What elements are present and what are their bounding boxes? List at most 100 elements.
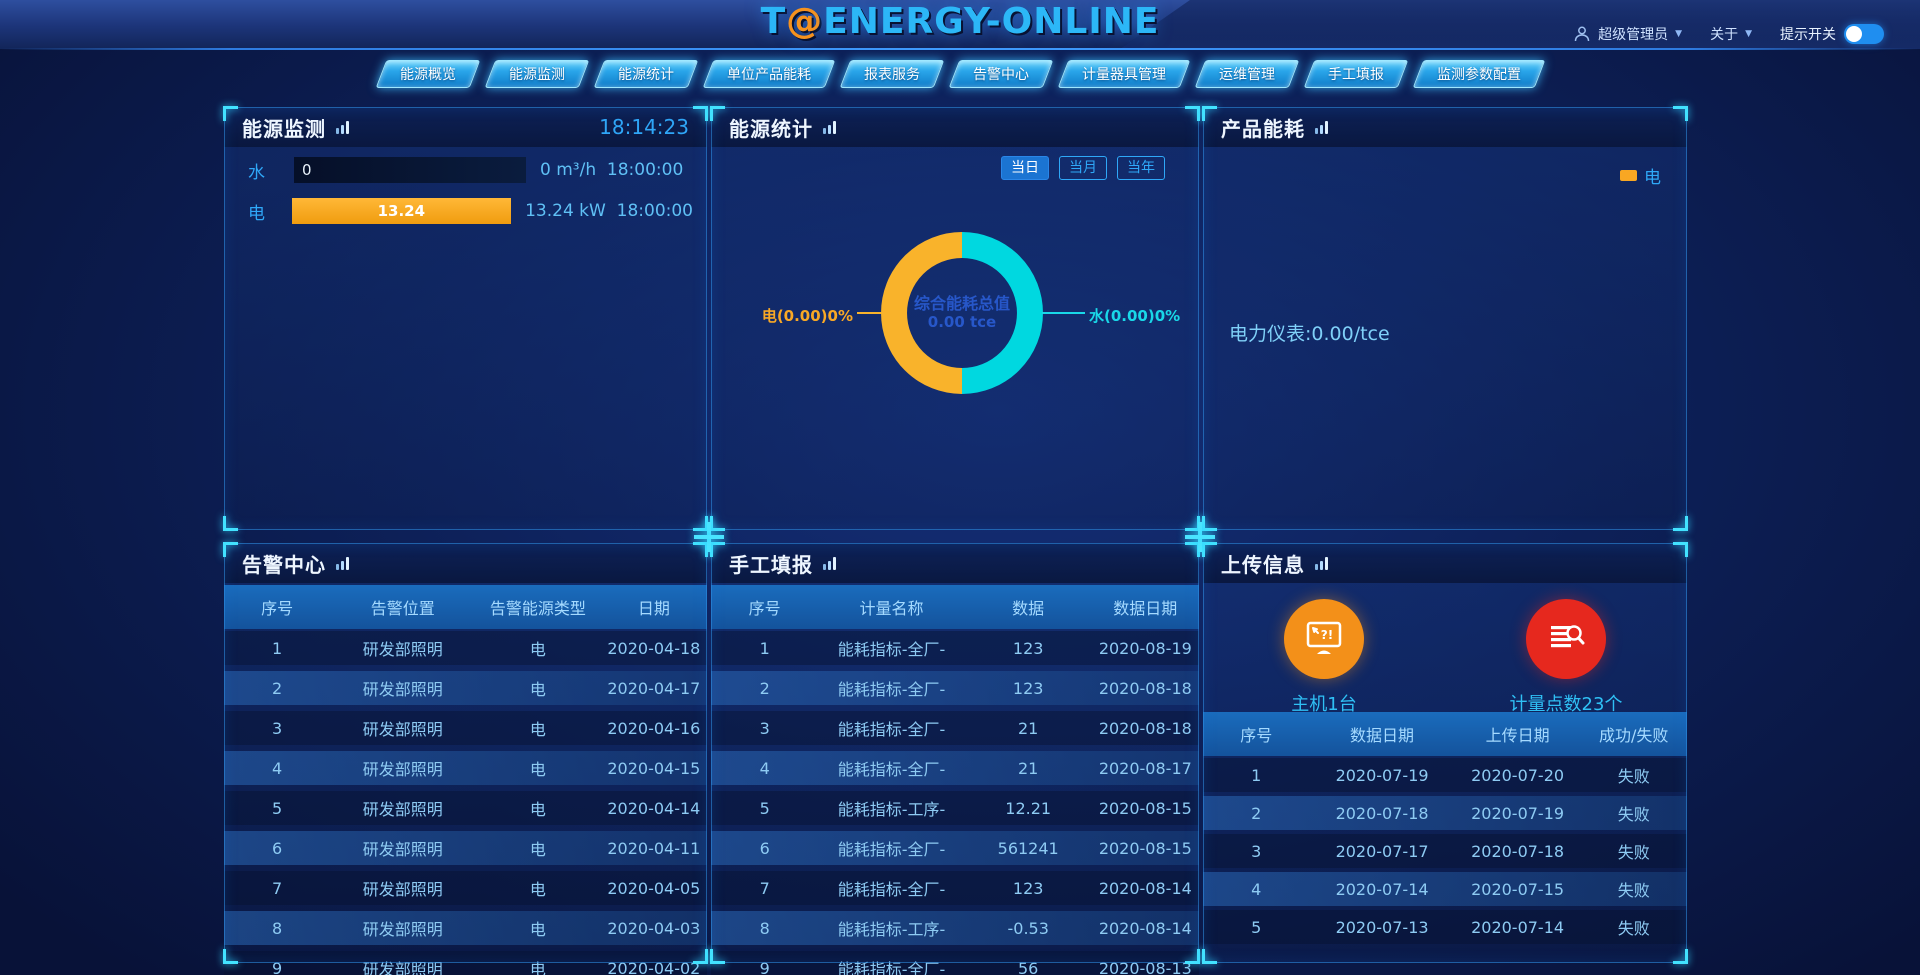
logo-text-t: T — [760, 1, 787, 42]
range-tabs: 当日 当月 当年 — [1001, 156, 1165, 180]
tab-alarm-center[interactable]: 告警中心 — [948, 60, 1053, 88]
donut-label-electric: 电(0.00)0% — [761, 307, 853, 325]
electric-bar: 13.24 — [291, 198, 512, 224]
panel-alarm-center: 告警中心 序号 告警位置 告警能源类型 日期 1 研发部照明电 2020-04-18… — [223, 542, 708, 975]
water-bar-value: 0 — [302, 161, 312, 179]
signal-bars-icon — [823, 556, 836, 570]
table-row: 4 能耗指标-全厂- 21 2020-08-17 — [711, 751, 1199, 785]
meter-label: 水 — [248, 162, 265, 183]
tab-energy-monitor[interactable]: 能源监测 — [484, 60, 589, 88]
chevron-down-icon: ▼ — [1745, 28, 1752, 39]
table-row: 8 研发部照明电 2020-04-03 — [224, 911, 707, 945]
panel-manual-entry: 手工填报 序号 计量名称 数据 数据日期 1 能耗指标-全厂- 123 2020-08… — [710, 542, 1200, 975]
table-row: 5 研发部照明电 2020-04-14 — [224, 791, 707, 825]
stat-host: ?! 主机1台 — [1203, 599, 1445, 716]
table-row: 7 研发部照明电 2020-04-05 — [224, 871, 707, 905]
signal-bars-icon — [1315, 556, 1328, 570]
manual-table-header: 序号 计量名称 数据 数据日期 — [711, 585, 1199, 629]
meter-row-electric: 电 13.24 13.24 kW 18:00:00 — [248, 198, 693, 224]
tab-unit-product-energy[interactable]: 单位产品能耗 — [702, 60, 835, 88]
table-row: 1 能耗指标-全厂- 123 2020-08-19 — [711, 631, 1199, 665]
svg-text:?!: ?! — [1321, 628, 1333, 642]
tab-monitor-config[interactable]: 监测参数配置 — [1412, 60, 1545, 88]
alarm-table-header: 序号 告警位置 告警能源类型 日期 — [224, 585, 707, 629]
table-row: 5 2020-07-13 2020-07-14 失败 — [1203, 910, 1687, 944]
range-tab-monthly[interactable]: 当月 — [1059, 156, 1107, 180]
panel-title: 产品能耗 — [1221, 116, 1305, 141]
tab-energy-overview[interactable]: 能源概览 — [375, 60, 480, 88]
upload-table-body: 1 2020-07-19 2020-07-20 失败 2 2020-07-18 2020-… — [1203, 756, 1687, 944]
panel-title: 告警中心 — [242, 552, 326, 577]
topbar-controls: 超级管理员 ▼ 关于 ▼ 提示开关 — [1573, 0, 1884, 49]
topbar: T@ENERGY-ONLINE 超级管理员 ▼ 关于 ▼ 提示开关 — [0, 0, 1920, 50]
app-logo: T@ENERGY-ONLINE — [761, 1, 1160, 42]
donut-label-water: 水(0.00)0% — [1089, 307, 1181, 325]
logo-at-glyph: @ — [786, 1, 824, 42]
tab-energy-stats[interactable]: 能源统计 — [593, 60, 698, 88]
table-row: 1 研发部照明电 2020-04-18 — [224, 631, 707, 665]
energy-stats-body: 当日 当月 当年 电(0.00)0% 水(0.00)0% 综合能耗总值 0.00… — [711, 147, 1199, 530]
panel-connector-cross — [694, 522, 724, 552]
table-row: 3 2020-07-17 2020-07-18 失败 — [1203, 834, 1687, 868]
tip-switch-label: 提示开关 — [1780, 26, 1836, 43]
panel-title: 能源监测 — [242, 116, 326, 141]
table-row: 2 2020-07-18 2020-07-19 失败 — [1203, 796, 1687, 830]
user-menu[interactable]: 超级管理员 ▼ — [1573, 24, 1682, 44]
range-tab-yearly[interactable]: 当年 — [1117, 156, 1165, 180]
energy-donut-chart[interactable] — [711, 147, 1199, 507]
panel-header: 上传信息 — [1203, 543, 1687, 583]
tab-meter-management[interactable]: 计量器具管理 — [1057, 60, 1190, 88]
stat-host-label: 主机1台 — [1291, 694, 1357, 715]
tab-ops-management[interactable]: 运维管理 — [1194, 60, 1299, 88]
table-row: 7 能耗指标-全厂- 123 2020-08-14 — [711, 871, 1199, 905]
logo-text-rest: ENERGY-ONLINE — [823, 1, 1160, 42]
alarm-table: 序号 告警位置 告警能源类型 日期 1 研发部照明电 2020-04-18 2 研发部… — [224, 585, 707, 975]
meter-row-water: 水 0 0 m³/h 18:00:00 — [248, 157, 693, 183]
tab-manual-entry[interactable]: 手工填报 — [1303, 60, 1408, 88]
panel-energy-monitor: 能源监测 18:14:23 水 0 0 m³/h 18:00:00 电 13.2… — [223, 106, 708, 531]
legend-label: 电 — [1644, 168, 1661, 188]
toggle-knob — [1846, 25, 1862, 42]
donut-slice-water[interactable] — [961, 232, 1043, 394]
panel-upload-info: 上传信息 ?! 主机1台 — [1202, 542, 1688, 964]
electric-bar-value: 13.24 — [377, 202, 426, 220]
upload-stats: ?! 主机1台 — [1203, 599, 1687, 716]
table-row: 8 能耗指标-工序- -0.53 2020-08-14 — [711, 911, 1199, 945]
panel-energy-stats: 能源统计 当日 当月 当年 电(0.00)0% 水(0.00)0% — [710, 106, 1200, 531]
clock-text: 18:14:23 — [599, 115, 689, 139]
manual-entry-table: 序号 计量名称 数据 数据日期 1 能耗指标-全厂- 123 2020-08-19 2… — [711, 585, 1199, 975]
table-row: 6 能耗指标-全厂- 561241 2020-08-15 — [711, 831, 1199, 865]
range-tab-daily[interactable]: 当日 — [1001, 156, 1049, 180]
tip-toggle[interactable] — [1844, 23, 1884, 44]
upload-table: 序号 数据日期 上传日期 成功/失败 1 2020-07-19 2020-07-20… — [1203, 712, 1687, 948]
table-row: 6 研发部照明电 2020-04-11 — [224, 831, 707, 865]
table-row: 4 2020-07-14 2020-07-15 失败 — [1203, 872, 1687, 906]
alarm-table-body: 1 研发部照明电 2020-04-18 2 研发部照明电 2020-04-17 3 研发部… — [224, 629, 707, 975]
product-energy-body: 电 电力仪表:0.00/tce — [1203, 147, 1687, 530]
donut-slice-electric[interactable] — [881, 232, 963, 394]
user-name: 超级管理员 — [1598, 26, 1669, 43]
signal-bars-icon — [336, 120, 349, 134]
table-row: 1 2020-07-19 2020-07-20 失败 — [1203, 758, 1687, 792]
table-row: 4 研发部照明电 2020-04-15 — [224, 751, 707, 785]
product-energy-reading: 电力仪表:0.00/tce — [1229, 323, 1390, 345]
main-nav: 能源概览 能源监测 能源统计 单位产品能耗 报表服务 告警中心 计量器具管理 运… — [0, 60, 1920, 88]
table-row: 3 研发部照明电 2020-04-16 — [224, 711, 707, 745]
panel-title: 上传信息 — [1221, 552, 1305, 577]
electric-reading: 13.24 kW 18:00:00 — [525, 201, 693, 221]
energy-monitor-body: 水 0 0 m³/h 18:00:00 电 13.24 13.24 kW 18:… — [224, 147, 707, 530]
legend-swatch — [1620, 170, 1637, 181]
tab-report-service[interactable]: 报表服务 — [839, 60, 944, 88]
panel-product-energy: 产品能耗 电 电力仪表:0.00/tce — [1202, 106, 1688, 531]
water-bar: 0 — [294, 157, 526, 183]
panel-header: 产品能耗 — [1203, 107, 1687, 147]
water-reading: 0 m³/h 18:00:00 — [540, 160, 684, 180]
table-row: 2 研发部照明电 2020-04-17 — [224, 671, 707, 705]
panel-grid: 能源监测 18:14:23 水 0 0 m³/h 18:00:00 电 13.2… — [223, 106, 1688, 975]
monitor-alert-icon: ?! — [1284, 599, 1364, 679]
panel-header: 能源统计 — [711, 107, 1199, 147]
legend-electric[interactable]: 电 — [1620, 163, 1661, 188]
table-row: 3 能耗指标-全厂- 21 2020-08-18 — [711, 711, 1199, 745]
about-menu[interactable]: 关于 ▼ — [1710, 24, 1752, 44]
